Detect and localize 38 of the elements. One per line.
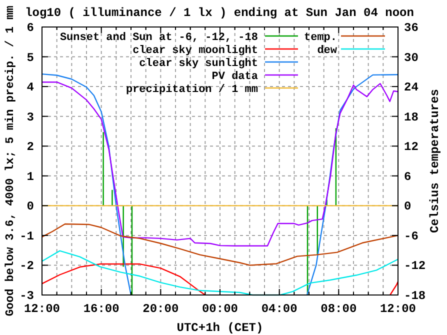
legend-label: temp. <box>304 32 337 44</box>
y-tick-label: 6 <box>26 21 34 35</box>
y-tick-label: 4 <box>26 80 34 95</box>
y2-tick-label: 12 <box>404 140 418 154</box>
x-tick-label: 04:00 <box>261 302 298 316</box>
y2-tick-label: 30 <box>404 50 418 65</box>
x-tick-label: 08:00 <box>320 302 357 316</box>
legend-label: PV data <box>212 71 258 83</box>
legend-label: clear sky moonlight <box>132 45 258 57</box>
y-tick-label: 5 <box>26 50 34 65</box>
y-axis-title: Good below 3.6, 4000 lx; 5 min precip. / 1 mm <box>4 6 17 316</box>
y-tick-label: 0 <box>26 200 34 214</box>
x-tick-label: 16:00 <box>83 302 120 316</box>
x-tick-label: 00:00 <box>202 302 238 316</box>
x-tick-label: 12:00 <box>24 302 60 316</box>
y2-axis-title: Celsius temperatures <box>428 88 442 234</box>
y-tick-label: -1 <box>20 229 34 244</box>
legend-label: Sunset and Sun at -6, -12, -18 <box>60 32 258 44</box>
y2-tick-label: -18 <box>404 289 426 303</box>
y-tick-label: 2 <box>26 140 34 154</box>
legend-label: clear sky sunlight <box>139 58 258 70</box>
x-tick-label: 12:00 <box>380 302 416 316</box>
y2-tick-label: 0 <box>404 200 412 214</box>
legend-label: dew <box>317 45 338 57</box>
x-axis-title: UTC+1h (CET) <box>176 321 264 335</box>
y-tick-label: -2 <box>20 259 34 274</box>
y2-tick-label: 6 <box>404 170 412 184</box>
y-tick-label: 1 <box>26 170 34 184</box>
y2-tick-label: 24 <box>404 80 418 95</box>
y2-tick-label: -6 <box>404 229 418 244</box>
y2-tick-label: 36 <box>404 21 418 35</box>
y2-tick-label: 18 <box>404 110 418 124</box>
chart-title: log10 ( illuminance / 1 lx ) ending at Sun Jan 04 noon <box>25 6 414 20</box>
y2-tick-label: -12 <box>404 259 426 274</box>
legend-label: precipitation / 1 mm <box>126 84 258 96</box>
y-tick-label: -3 <box>20 289 34 303</box>
y-tick-label: 3 <box>26 110 34 124</box>
x-tick-label: 20:00 <box>142 302 179 316</box>
